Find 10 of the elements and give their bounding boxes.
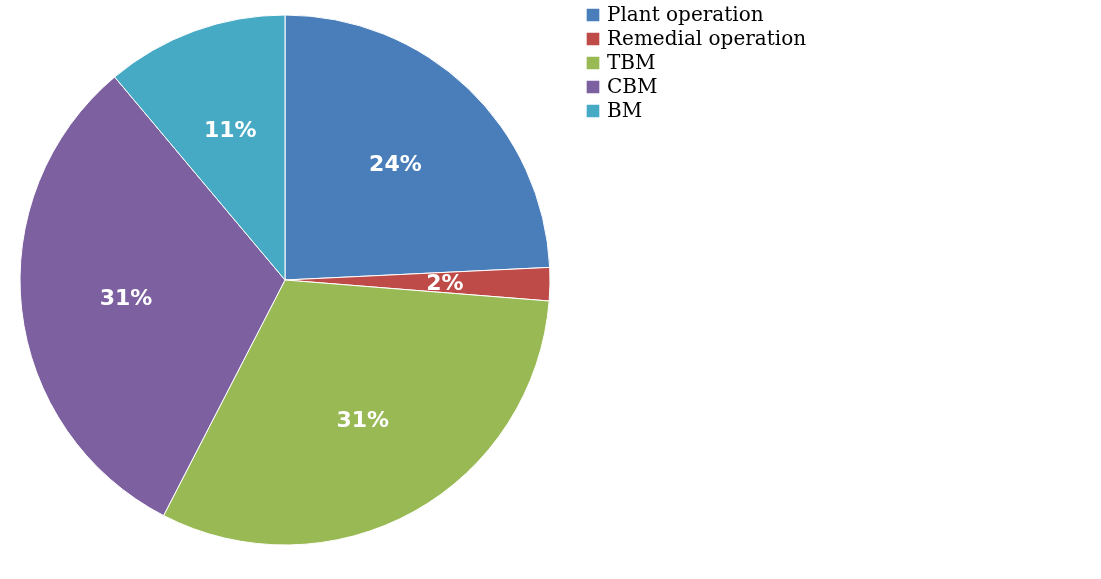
legend-label: Remedial operation	[607, 26, 807, 50]
legend-label: TBM	[607, 50, 656, 74]
data-label: 24%	[369, 151, 422, 177]
data-label: 31%	[99, 284, 153, 310]
data-label: 31%	[336, 406, 390, 432]
legend-label: CBM	[607, 74, 658, 98]
data-label: 2%	[426, 269, 464, 295]
legend-label: Plant operation	[607, 2, 764, 26]
data-label: 11%	[203, 116, 257, 142]
legend-label: BM	[607, 98, 643, 122]
